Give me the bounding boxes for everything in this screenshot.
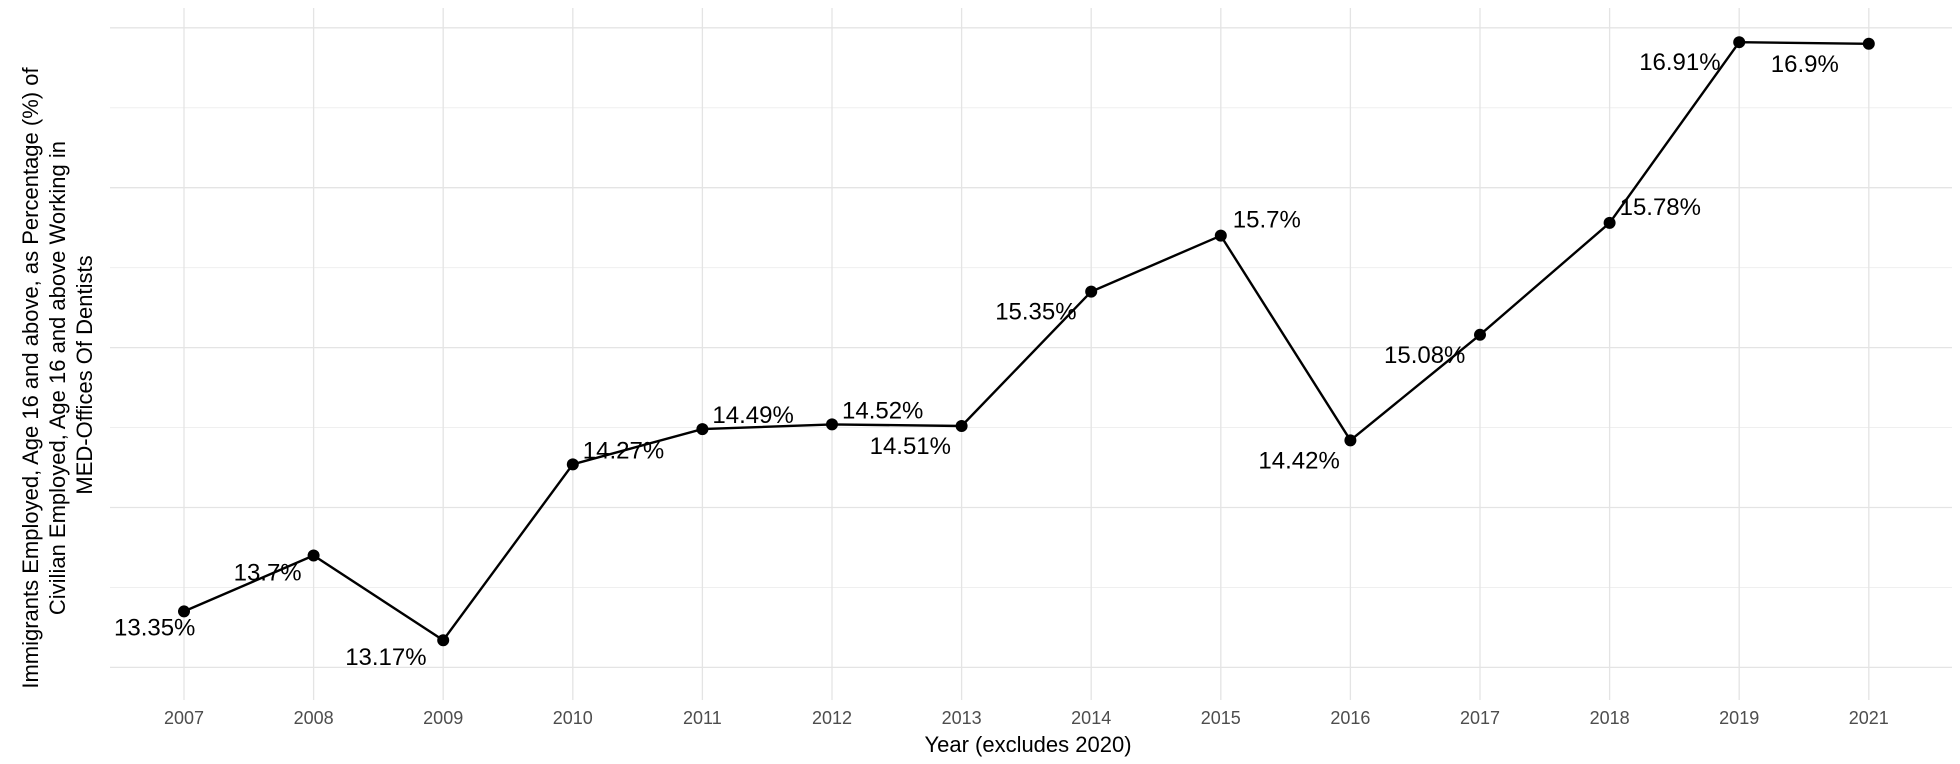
x-tick-label: 2008 [294, 708, 334, 728]
data-point [1214, 229, 1227, 242]
data-label: 14.51% [870, 433, 951, 460]
data-point [1085, 285, 1098, 298]
data-point [566, 458, 579, 471]
data-label: 15.35% [995, 299, 1076, 326]
x-tick-label: 2014 [1071, 708, 1111, 728]
data-label: 14.42% [1258, 447, 1339, 474]
x-tick-label: 2015 [1201, 708, 1241, 728]
x-tick-label: 2007 [164, 708, 204, 728]
y-axis-title: Immigrants Employed, Age 16 and above, a… [18, 61, 97, 688]
x-tick-label: 2012 [812, 708, 852, 728]
data-label: 14.27% [583, 437, 664, 464]
x-tick-label: 2018 [1590, 708, 1630, 728]
x-tick-label: 2010 [553, 708, 593, 728]
series-line [183, 40, 1869, 642]
data-labels: 13.35% 13.7% 13.17% 14.27% 14.49% 14.52% 14.51… [114, 49, 1839, 671]
data-label: 16.9% [1771, 51, 1839, 78]
x-tick-label: 2019 [1719, 708, 1759, 728]
y-axis-title-line-1: Immigrants Employed, Age 16 and above, a… [18, 67, 43, 689]
data-point [307, 549, 320, 562]
y-axis-title-line-2: Civilian Employed, Age 16 and above Work… [45, 141, 70, 615]
data-label: 13.17% [345, 644, 426, 671]
data-point [1474, 328, 1486, 341]
data-label: 13.7% [234, 559, 302, 586]
data-point [437, 634, 450, 647]
y-axis-title-line-3: MED-Offices Of Dentists [72, 255, 97, 494]
gridlines [110, 8, 1952, 700]
data-point [1733, 36, 1746, 49]
x-tick-labels: 2007 2008 2009 2010 2011 2012 2013 2014 2015 2016… [164, 708, 1889, 728]
data-label: 15.7% [1233, 207, 1301, 234]
data-point [1344, 434, 1357, 447]
data-point [1862, 37, 1875, 50]
data-label: 13.35% [114, 614, 195, 641]
x-tick-label: 2017 [1460, 708, 1500, 728]
data-label: 16.91% [1639, 49, 1720, 76]
data-point [1603, 216, 1616, 229]
x-axis-title: Year (excludes 2020) [924, 732, 1131, 757]
data-point [826, 418, 838, 431]
x-tick-label: 2016 [1330, 708, 1370, 728]
x-tick-label: 2009 [423, 708, 463, 728]
x-tick-label: 2021 [1849, 708, 1889, 728]
x-tick-label: 2011 [683, 708, 722, 728]
data-label: 14.49% [712, 402, 793, 429]
series-layer [178, 36, 1875, 647]
data-point [955, 419, 968, 432]
data-point [696, 423, 709, 436]
data-point [178, 605, 190, 618]
data-label: 14.52% [842, 397, 923, 424]
x-tick-label: 2013 [942, 708, 982, 728]
data-label: 15.08% [1384, 342, 1465, 369]
data-label: 15.78% [1620, 194, 1701, 221]
